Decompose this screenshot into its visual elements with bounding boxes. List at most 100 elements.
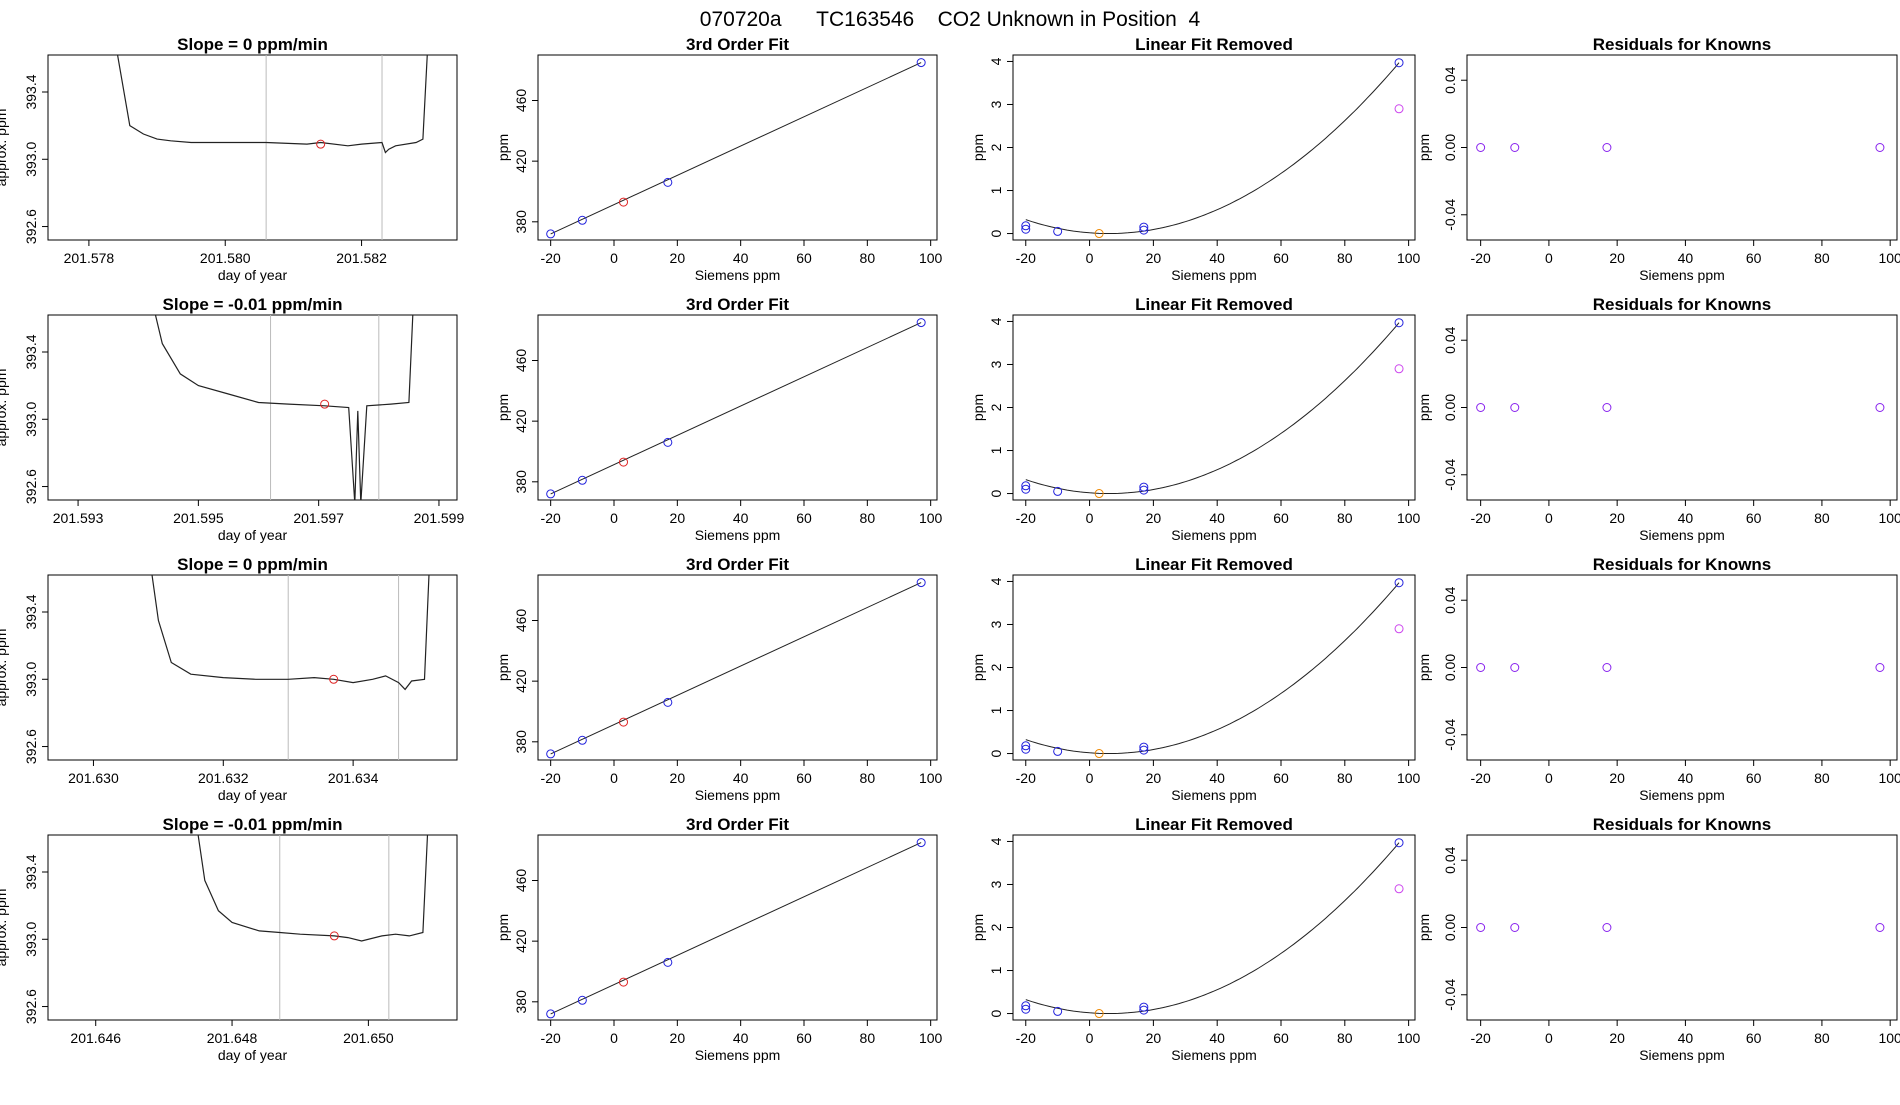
- known-point: [1394, 58, 1404, 68]
- x-tick-label: 0: [1545, 510, 1553, 526]
- y-tick-label: 460: [513, 89, 529, 113]
- known-point: [1021, 484, 1031, 494]
- panel-title: Slope = -0.01 ppm/min: [163, 815, 343, 834]
- x-axis-label: day of year: [218, 527, 288, 543]
- known-point: [1021, 224, 1031, 234]
- x-tick-label: 80: [1814, 1030, 1830, 1046]
- panel-r1-c3: Linear Fit Removed-20 0 20 40 60 80 100Siemens…: [970, 35, 1421, 283]
- fit-line: [550, 582, 922, 755]
- plot-frame: [1012, 574, 1416, 761]
- x-tick-label: 100: [1397, 510, 1421, 526]
- y-tick-label: 393.4: [23, 74, 39, 109]
- y-tick-label: 393.4: [23, 854, 39, 889]
- residual-point: [1476, 923, 1486, 932]
- y-axis-label: ppm: [1416, 394, 1432, 421]
- y-tick-label: 0.04: [1442, 66, 1458, 93]
- plot-frame: [537, 834, 938, 1021]
- x-tick-label: 201.599: [414, 510, 465, 526]
- y-axis-label: approx. ppm: [0, 629, 9, 707]
- x-axis-label: Siemens ppm: [695, 1047, 781, 1063]
- y-tick-label: 0: [988, 489, 1004, 497]
- x-tick-label: -20: [541, 1030, 561, 1046]
- x-tick-label: 0: [1086, 770, 1094, 786]
- residual-point: [1602, 663, 1612, 672]
- x-tick-label: 60: [796, 250, 812, 266]
- x-tick-label: -20: [541, 250, 561, 266]
- x-tick-label: 80: [860, 510, 876, 526]
- x-tick-label: 0: [1086, 1030, 1094, 1046]
- y-tick-label: 460: [513, 869, 529, 893]
- x-tick-label: 20: [1146, 1030, 1162, 1046]
- residual-curve: [1025, 582, 1400, 754]
- y-tick-label: 4: [988, 837, 1004, 845]
- y-tick-label: -0.04: [1442, 199, 1458, 231]
- y-axis-label: approx. ppm: [0, 109, 9, 187]
- residual-point: [1602, 403, 1612, 412]
- x-tick-label: 201.650: [343, 1030, 394, 1046]
- residual-curve: [1025, 842, 1400, 1014]
- panel-title: Slope = 0 ppm/min: [177, 35, 328, 54]
- y-tick-label: 392.6: [23, 989, 39, 1024]
- x-tick-label: 20: [1146, 250, 1162, 266]
- known-point: [1021, 741, 1031, 751]
- x-tick-label: 60: [1746, 1030, 1762, 1046]
- x-axis-label: Siemens ppm: [1171, 267, 1257, 283]
- panel-title: Residuals for Knowns: [1593, 815, 1772, 834]
- x-tick-label: 40: [733, 250, 749, 266]
- panel-title: Residuals for Knowns: [1593, 555, 1772, 574]
- y-axis-label: ppm: [970, 654, 986, 681]
- residual-point: [1510, 663, 1520, 672]
- plot-frame: [1466, 314, 1898, 501]
- x-axis-label: Siemens ppm: [1171, 787, 1257, 803]
- x-tick-label: 201.580: [200, 250, 251, 266]
- x-tick-label: 0: [610, 1030, 618, 1046]
- y-tick-label: -0.04: [1442, 979, 1458, 1011]
- x-tick-label: 80: [860, 250, 876, 266]
- known-point: [916, 318, 926, 328]
- y-axis-label: ppm: [495, 914, 511, 941]
- plot-frame: [1466, 834, 1898, 1021]
- x-tick-label: 60: [1273, 1030, 1289, 1046]
- x-tick-label: 100: [1878, 250, 1900, 266]
- known-point: [1139, 225, 1149, 235]
- known-point: [1394, 838, 1404, 848]
- x-tick-label: -20: [541, 770, 561, 786]
- x-tick-label: 201.648: [207, 1030, 258, 1046]
- residual-point: [1476, 403, 1486, 412]
- panel-title: Residuals for Knowns: [1593, 295, 1772, 314]
- y-tick-label: 4: [988, 577, 1004, 585]
- y-tick-label: 460: [513, 349, 529, 373]
- residual-point: [1602, 923, 1612, 932]
- y-tick-label: 0.00: [1442, 914, 1458, 941]
- panel-title: Linear Fit Removed: [1135, 295, 1293, 314]
- panel-title: Linear Fit Removed: [1135, 815, 1293, 834]
- y-axis-label: ppm: [970, 914, 986, 941]
- unknown-point: [1094, 749, 1104, 759]
- mean-marker: [329, 931, 339, 941]
- residual-point: [1875, 403, 1885, 412]
- x-tick-label: 0: [1086, 510, 1094, 526]
- x-tick-label: 80: [860, 1030, 876, 1046]
- known-point: [1021, 1001, 1031, 1011]
- known-point: [577, 215, 587, 225]
- timeseries-trace: [116, 55, 428, 154]
- panel-title: Residuals for Knowns: [1593, 35, 1772, 54]
- x-axis-label: Siemens ppm: [1171, 1047, 1257, 1063]
- panel-r3-c2: 3rd Order Fit -20 0 20 40 60 80 100 Siemens ppm 3…: [495, 555, 943, 803]
- x-axis-label: Siemens ppm: [1639, 527, 1725, 543]
- x-tick-label: -20: [1016, 770, 1036, 786]
- known-point: [546, 489, 556, 499]
- x-tick-label: 40: [1209, 510, 1225, 526]
- y-tick-label: 3: [988, 360, 1004, 368]
- x-tick-label: 201.597: [293, 510, 344, 526]
- unknown-point: [619, 457, 628, 467]
- y-tick-label: 393.0: [23, 922, 39, 957]
- x-tick-label: 201.646: [70, 1030, 121, 1046]
- x-tick-label: 40: [1209, 770, 1225, 786]
- y-tick-label: 380: [513, 730, 529, 754]
- mean-marker: [320, 399, 330, 409]
- panel-title: Slope = 0 ppm/min: [177, 555, 328, 574]
- x-tick-label: 100: [1397, 770, 1421, 786]
